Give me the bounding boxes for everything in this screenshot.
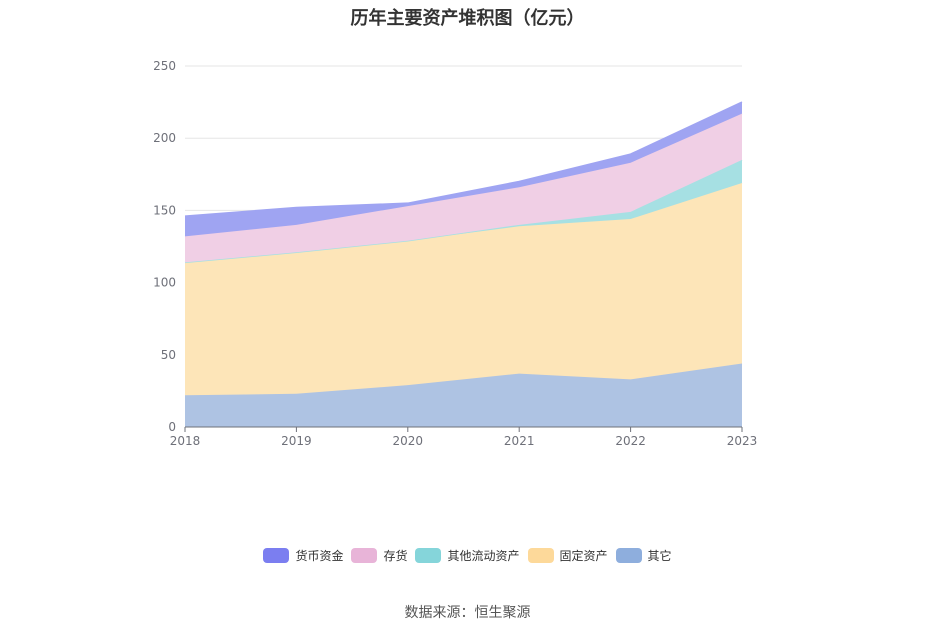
legend-swatch — [527, 548, 554, 563]
x-tick-label: 2021 — [504, 434, 535, 448]
x-tick-label: 2020 — [393, 434, 424, 448]
legend-item[interactable]: 其他流动资产 — [415, 547, 520, 564]
legend: 货币资金 存货 其他流动资产 固定资产 其它 — [0, 547, 935, 566]
y-tick-label: 150 — [153, 203, 176, 217]
y-tick-label: 250 — [153, 59, 176, 73]
legend-swatch — [351, 548, 378, 563]
area-series-4 — [185, 102, 742, 237]
legend-label: 固定资产 — [559, 549, 608, 563]
x-tick-label: 2023 — [727, 434, 758, 448]
x-tick-label: 2019 — [281, 434, 312, 448]
x-tick-label: 2018 — [170, 434, 201, 448]
area-series-line-4 — [184, 101, 743, 217]
legend-swatch — [415, 548, 442, 563]
y-tick-label: 100 — [153, 276, 176, 290]
area-series-0 — [185, 363, 742, 427]
legend-item[interactable]: 货币资金 — [263, 547, 343, 564]
x-tick-label: 2022 — [615, 434, 646, 448]
source-note: 数据来源：恒生聚源 — [404, 605, 531, 621]
axes: 0 50 100 150 200 250 2018 2019 2020 2021 2022 2023 — [153, 59, 757, 448]
y-tick-label: 50 — [161, 348, 176, 362]
legend-item[interactable]: 其它 — [615, 547, 672, 564]
legend-label: 存货 — [383, 549, 408, 563]
area-series-3 — [185, 113, 742, 263]
legend-item[interactable]: 存货 — [351, 547, 407, 564]
area-series — [184, 101, 743, 427]
chart-title: 历年主要资产堆积图（亿元） — [350, 8, 585, 29]
legend-label: 其他流动资产 — [447, 549, 520, 563]
legend-swatch — [263, 548, 290, 563]
legend-item[interactable]: 固定资产 — [527, 547, 608, 564]
y-tick-label: 200 — [153, 131, 176, 145]
legend-label: 货币资金 — [295, 549, 344, 563]
legend-label: 其它 — [647, 549, 672, 563]
legend-swatch — [615, 548, 642, 563]
y-tick-label: 0 — [168, 420, 176, 434]
area-series-1 — [185, 182, 742, 396]
